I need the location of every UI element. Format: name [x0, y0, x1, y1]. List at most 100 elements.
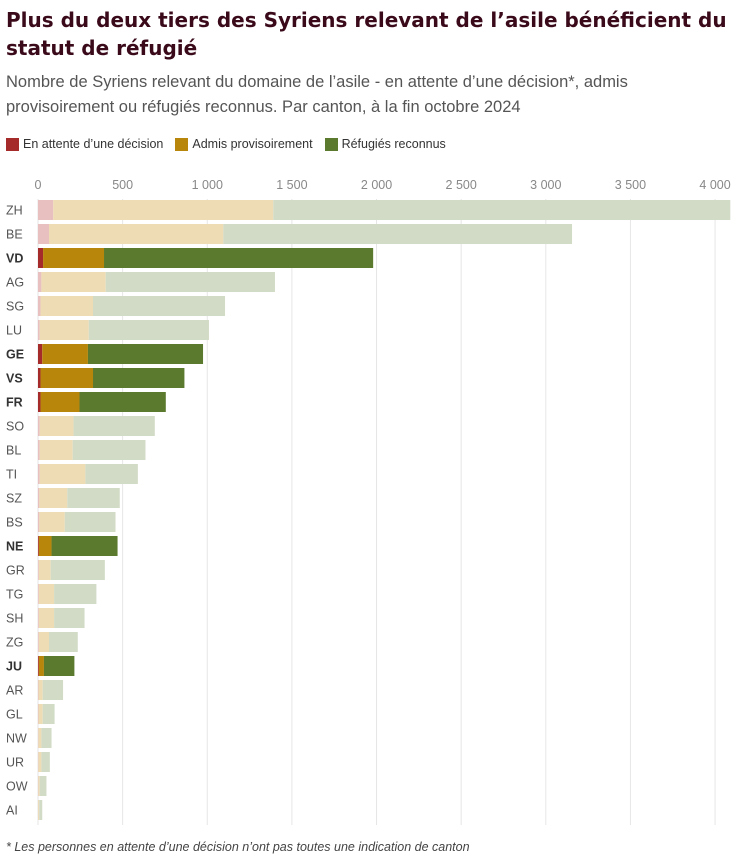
- bar-segment-refugee: [104, 248, 374, 268]
- category-label: TI: [6, 468, 17, 482]
- category-label: GL: [6, 708, 23, 722]
- bar-segment-pending: [38, 416, 40, 436]
- bar-segment-provisional: [40, 368, 94, 388]
- legend-swatch-refugee: [324, 137, 338, 151]
- bar-segment-refugee: [273, 200, 731, 220]
- bar-segment-refugee: [93, 296, 226, 316]
- category-label: NE: [6, 540, 23, 554]
- bar-segment-provisional: [39, 512, 65, 532]
- bar-segment-pending: [38, 248, 44, 268]
- bar-segment-refugee: [39, 800, 43, 820]
- legend-label-pending: En attente d’une décision: [23, 137, 164, 151]
- bar-segment-refugee: [54, 584, 97, 604]
- bar-segment-refugee: [54, 608, 85, 628]
- bar-segment-provisional: [38, 704, 43, 724]
- bar-segment-provisional: [49, 224, 224, 244]
- category-label: UR: [6, 756, 24, 770]
- legend-item-provisional: Admis provisoirement: [175, 137, 313, 151]
- legend-swatch-provisional: [175, 137, 189, 151]
- category-label: OW: [6, 780, 28, 794]
- bar-segment-pending: [38, 488, 40, 508]
- chart-title: Plus du deux tiers des Syriens relevant …: [6, 8, 727, 60]
- bar-segment-refugee: [43, 656, 75, 676]
- category-label: ZG: [6, 636, 23, 650]
- bar-segment-refugee: [79, 392, 166, 412]
- bar-segment-provisional: [38, 560, 51, 580]
- chart-subtitle: Nombre de Syriens relevant du domaine de…: [6, 73, 628, 116]
- bar-segment-provisional: [40, 392, 80, 412]
- bar-segment-refugee: [105, 272, 275, 292]
- bar-segment-pending: [38, 320, 40, 340]
- category-label: VS: [6, 372, 23, 386]
- bar-segment-provisional: [38, 728, 42, 748]
- bar-segment-provisional: [39, 416, 74, 436]
- bar-segment-provisional: [38, 680, 43, 700]
- bar-segment-refugee: [85, 464, 138, 484]
- bar-segment-refugee: [87, 344, 204, 364]
- legend-label-provisional: Admis provisoirement: [192, 137, 313, 151]
- category-label: SH: [6, 612, 23, 626]
- bar-segment-refugee: [72, 440, 146, 460]
- category-label: GR: [6, 564, 25, 578]
- category-label: VD: [6, 252, 23, 266]
- bar-segment-provisional: [53, 200, 274, 220]
- bar-segment-refugee: [223, 224, 573, 244]
- bar-segment-pending: [38, 200, 54, 220]
- bar-segment-refugee: [39, 776, 47, 796]
- category-label: AI: [6, 804, 18, 818]
- x-tick-label: 500: [112, 178, 133, 192]
- bar-segment-provisional: [38, 656, 44, 676]
- bar-segment-refugee: [73, 416, 155, 436]
- category-label: JU: [6, 660, 22, 674]
- category-label: SO: [6, 420, 24, 434]
- bar-chart: 0 500 1 000 1 500 2 000 2 500 3 000 3 500 4 000 Z…: [6, 178, 731, 825]
- bar-segment-provisional: [42, 344, 88, 364]
- bar-segment-pending: [38, 464, 40, 484]
- bar-segment-provisional: [43, 248, 105, 268]
- legend-item-pending: En attente d’une décision: [6, 137, 163, 151]
- x-tick-label: 0: [35, 178, 42, 192]
- bar-segment-pending: [38, 344, 43, 364]
- x-tick-label: 4 000: [699, 178, 730, 192]
- bar-segment-provisional: [39, 320, 89, 340]
- bar-segment-provisional: [40, 296, 94, 316]
- category-label: TG: [6, 588, 23, 602]
- bar-segment-refugee: [42, 680, 64, 700]
- bar-segment-refugee: [93, 368, 185, 388]
- x-tick-label: 3 000: [530, 178, 561, 192]
- category-label: GE: [6, 348, 24, 362]
- bar-segment-pending: [38, 536, 39, 556]
- bar-segment-provisional: [38, 608, 55, 628]
- legend-item-refugee: Réfugiés reconnus: [324, 137, 446, 151]
- bar-segment-pending: [38, 296, 41, 316]
- bar-segment-pending: [38, 272, 42, 292]
- bar-segment-refugee: [67, 488, 120, 508]
- bar-segment-pending: [38, 512, 40, 532]
- bar-segment-provisional: [39, 488, 68, 508]
- bar-segment-refugee: [42, 704, 55, 724]
- x-tick-label: 1 500: [276, 178, 307, 192]
- bar-segment-provisional: [38, 752, 42, 772]
- bar-segment-provisional: [38, 800, 40, 820]
- x-tick-label: 2 000: [361, 178, 392, 192]
- bar-segment-pending: [38, 632, 39, 652]
- bar-segment-pending: [38, 224, 50, 244]
- bar-segment-refugee: [50, 560, 105, 580]
- legend: En attente d’une décision Admis provisoi…: [6, 137, 458, 151]
- bar-segment-pending: [38, 608, 39, 628]
- bar-segment-provisional: [38, 776, 40, 796]
- bar-segment-refugee: [88, 320, 209, 340]
- bar-segment-pending: [38, 560, 39, 580]
- bar-segment-refugee: [41, 728, 52, 748]
- legend-label-refugee: Réfugiés reconnus: [341, 137, 446, 151]
- footnote: * Les personnes en attente d’une décisio…: [6, 840, 470, 854]
- bar-segment-provisional: [41, 272, 106, 292]
- bar-segment-pending: [38, 584, 39, 604]
- bar-segment-provisional: [38, 536, 52, 556]
- bar-segment-refugee: [49, 632, 78, 652]
- x-tick-label: 2 500: [446, 178, 477, 192]
- category-label: BS: [6, 516, 23, 530]
- bar-segment-refugee: [41, 752, 50, 772]
- category-label: NW: [6, 732, 27, 746]
- bar-segment-provisional: [38, 584, 55, 604]
